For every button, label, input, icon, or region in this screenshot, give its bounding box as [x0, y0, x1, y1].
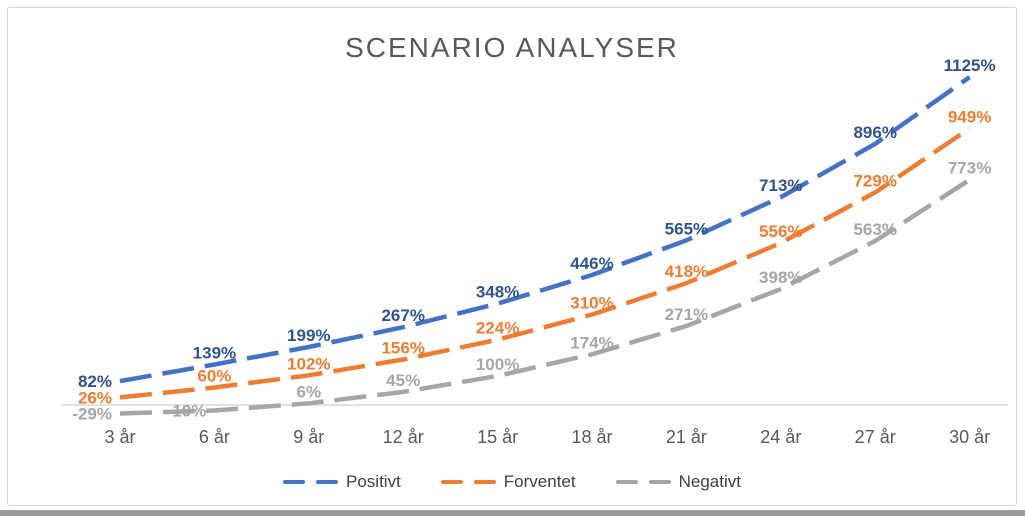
data-label-positivt-8: 896%	[853, 123, 896, 142]
data-label-negativt-2: 6%	[297, 382, 322, 401]
data-label-positivt-3: 267%	[381, 306, 424, 325]
data-label-forventet-4: 224%	[476, 319, 519, 338]
x-axis-label-30-r: 30 år	[949, 427, 990, 447]
data-label-positivt-9: 1125%	[944, 56, 996, 75]
legend-item-forventet: Forventet	[440, 472, 576, 492]
data-label-positivt-2: 199%	[287, 326, 330, 345]
data-label-negativt-8: 563%	[853, 220, 896, 239]
x-axis-label-24-r: 24 år	[760, 427, 801, 447]
data-label-forventet-5: 310%	[570, 294, 613, 313]
data-label-forventet-8: 729%	[853, 172, 896, 191]
x-axis-label-6-r: 6 år	[199, 427, 230, 447]
legend-item-negativt: Negativt	[615, 472, 741, 492]
legend-dash-icon	[648, 479, 671, 485]
x-axis-label-12-r: 12 år	[383, 427, 424, 447]
data-label-negativt-7: 398%	[759, 268, 802, 287]
data-label-forventet-0: 26%	[78, 388, 112, 407]
data-label-negativt-1: -19%	[167, 402, 207, 421]
chart-title: SCENARIO ANALYSER	[345, 32, 679, 63]
data-label-forventet-9: 949%	[948, 107, 991, 126]
data-label-forventet-2: 102%	[287, 354, 330, 373]
chart-legend: Positivt Forventet Negativt	[8, 472, 1016, 492]
data-label-forventet-3: 156%	[381, 339, 424, 358]
data-label-positivt-5: 446%	[570, 254, 613, 273]
x-axis-label-27-r: 27 år	[855, 427, 896, 447]
series-line-positivt	[119, 75, 971, 384]
legend-label: Negativt	[678, 472, 741, 491]
legend-dash-icon	[615, 479, 638, 485]
data-label-forventet-7: 556%	[759, 222, 802, 241]
data-label-negativt-3: 45%	[386, 371, 420, 390]
legend-dash-icon	[473, 479, 496, 485]
data-label-positivt-0: 82%	[78, 372, 112, 391]
data-label-negativt-5: 174%	[570, 333, 613, 352]
legend-dash-icon	[440, 479, 463, 485]
data-label-forventet-1: 60%	[197, 367, 231, 386]
legend-item-positivt: Positivt	[283, 472, 401, 492]
series-line-negativt	[119, 177, 971, 416]
data-label-negativt-4: 100%	[476, 355, 519, 374]
x-axis-label-21-r: 21 år	[666, 427, 707, 447]
legend-dash-icon	[283, 479, 305, 485]
legend-label: Positivt	[346, 472, 401, 491]
x-axis-label-9-r: 9 år	[293, 427, 324, 447]
x-axis-label-15-r: 15 år	[477, 427, 518, 447]
data-label-positivt-1: 139%	[193, 344, 236, 363]
x-axis-label-18-r: 18 år	[571, 427, 612, 447]
data-label-negativt-0: -29%	[72, 405, 112, 424]
data-label-positivt-7: 713%	[759, 176, 802, 195]
data-label-negativt-9: 773%	[948, 159, 991, 178]
legend-label: Forventet	[503, 472, 576, 491]
window-bottom-edge	[0, 510, 1025, 516]
x-axis-label-3-r: 3 år	[104, 427, 135, 447]
data-label-forventet-6: 418%	[665, 262, 708, 281]
legend-dash-icon	[316, 479, 338, 485]
data-label-positivt-6: 565%	[665, 219, 708, 238]
data-label-positivt-4: 348%	[476, 283, 519, 302]
data-label-negativt-6: 271%	[665, 305, 708, 324]
series-line-forventet	[119, 126, 971, 400]
